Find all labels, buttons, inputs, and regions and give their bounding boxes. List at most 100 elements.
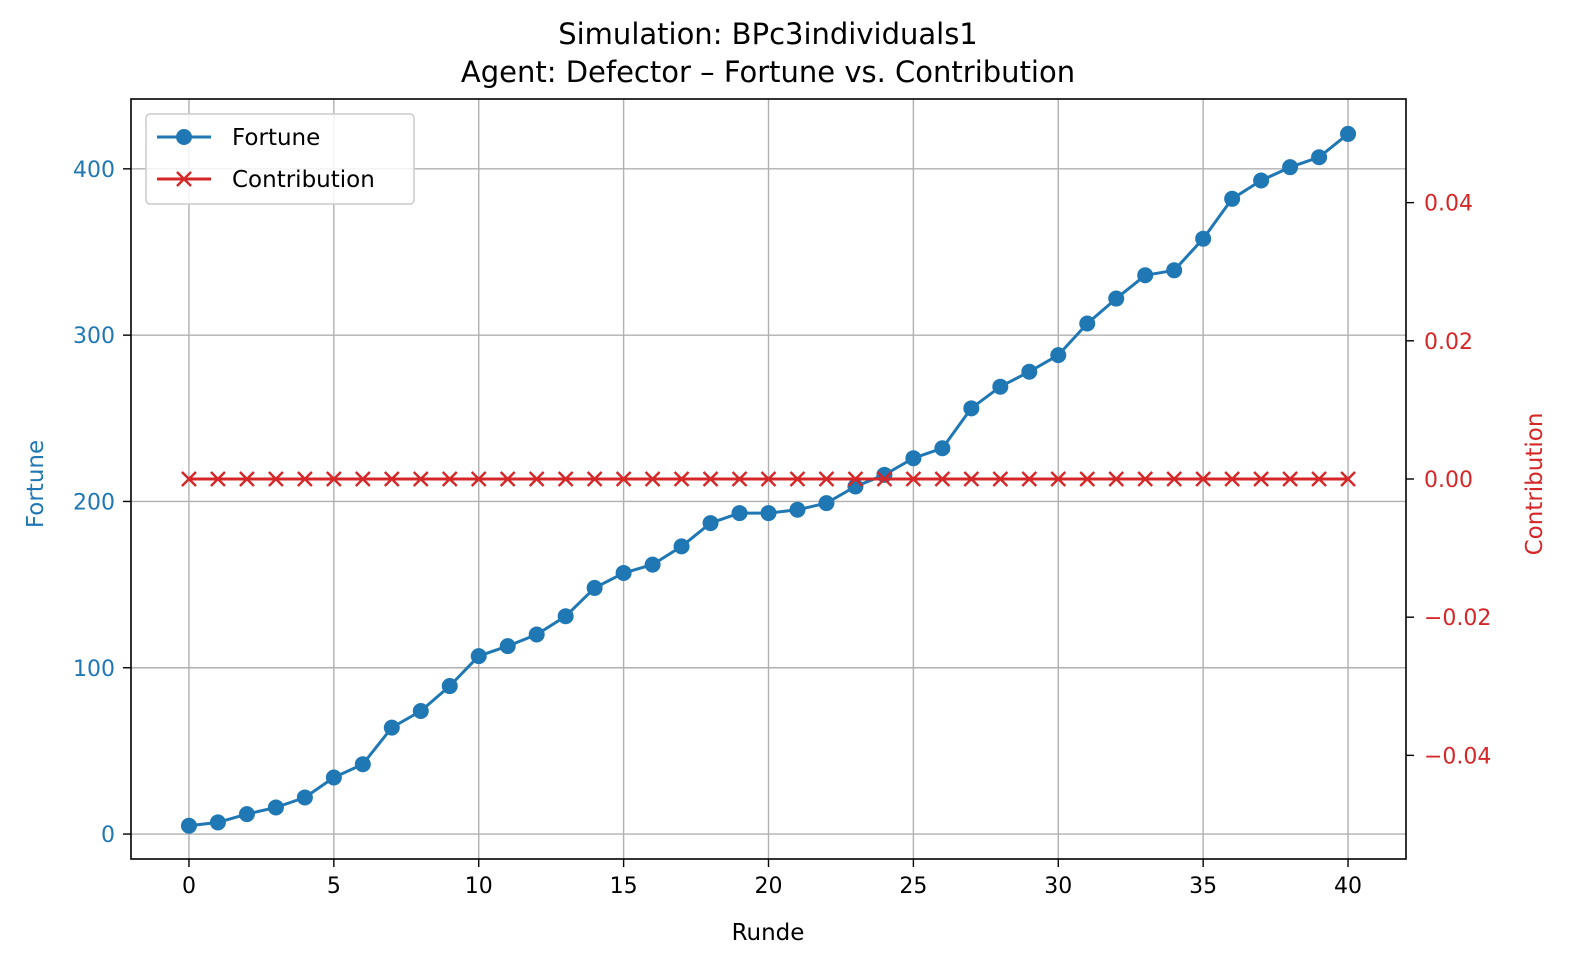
x-tick-label: 30: [1044, 874, 1072, 899]
data-point-contribution: [325, 471, 342, 487]
data-point-fortune: [1224, 190, 1241, 207]
data-point-fortune: [1340, 125, 1357, 142]
data-point-contribution: [1253, 471, 1269, 487]
y-tick-label-right: 0.00: [1424, 468, 1473, 493]
data-point-contribution: [1079, 471, 1096, 487]
data-point-fortune: [1166, 262, 1183, 279]
data-point-contribution: [441, 471, 458, 487]
data-point-fortune: [296, 789, 313, 806]
data-point-fortune: [1282, 159, 1299, 176]
data-point-fortune: [1021, 363, 1038, 380]
x-tick-label: 25: [899, 874, 927, 899]
data-point-fortune: [702, 515, 719, 532]
x-tick-label: 35: [1189, 874, 1217, 899]
data-point-contribution: [268, 471, 284, 487]
x-axis-label: Runde: [732, 920, 805, 946]
plot-frame: [130, 98, 1407, 860]
legend-label-contribution: Contribution: [232, 167, 375, 193]
data-point-fortune: [818, 495, 835, 512]
data-point-contribution: [847, 471, 864, 487]
data-point-contribution: [1340, 471, 1356, 487]
data-point-contribution: [210, 471, 226, 487]
data-point-contribution: [181, 471, 197, 487]
data-point-contribution: [499, 471, 516, 487]
data-point-contribution: [1195, 471, 1212, 487]
data-point-fortune: [992, 378, 1009, 395]
data-point-contribution: [1050, 471, 1067, 487]
data-point-contribution: [239, 471, 255, 487]
data-point-contribution: [1311, 471, 1327, 487]
y-tick-label-right: 0.04: [1424, 192, 1473, 217]
data-point-contribution: [615, 471, 632, 487]
y-tick-label-right: −0.02: [1424, 606, 1491, 631]
data-point-fortune: [354, 756, 371, 773]
data-point-contribution: [876, 471, 893, 487]
data-point-fortune: [1195, 230, 1212, 247]
data-point-contribution: [297, 471, 313, 487]
data-point-fortune: [528, 626, 545, 643]
data-point-contribution: [644, 471, 661, 487]
data-point-fortune: [267, 799, 284, 816]
y-tick-label-left: 400: [73, 158, 115, 183]
data-point-contribution: [1108, 471, 1125, 487]
data-point-contribution: [412, 471, 429, 487]
data-point-contribution: [1282, 471, 1298, 487]
data-point-fortune: [644, 556, 661, 573]
data-point-contribution: [1137, 471, 1154, 487]
data-point-contribution: [702, 471, 719, 487]
data-point-contribution: [354, 471, 371, 487]
y-tick-label-left: 300: [73, 324, 115, 349]
x-tick-label: 5: [327, 874, 341, 899]
data-point-fortune: [441, 678, 458, 695]
chart-title: Simulation: BPc3individuals1: [558, 17, 978, 51]
data-point-fortune: [1079, 315, 1096, 332]
data-point-fortune: [1137, 267, 1154, 284]
data-point-contribution: [992, 471, 1009, 487]
data-point-fortune: [180, 817, 197, 834]
x-tick-label: 20: [755, 874, 783, 899]
y-tick-label-right: −0.04: [1424, 744, 1491, 769]
y-axis-label-left: Fortune: [23, 440, 49, 528]
data-point-fortune: [1253, 172, 1270, 189]
series-layer: [180, 125, 1357, 834]
data-point-fortune: [383, 719, 400, 736]
data-point-contribution: [905, 471, 922, 487]
data-point-contribution: [1021, 471, 1038, 487]
data-point-fortune: [499, 638, 516, 655]
data-point-fortune: [470, 648, 487, 665]
data-point-contribution: [557, 471, 574, 487]
data-point-contribution: [1224, 471, 1240, 487]
data-point-fortune: [731, 505, 748, 522]
data-point-fortune: [557, 608, 574, 625]
data-point-contribution: [760, 471, 777, 487]
data-point-fortune: [209, 814, 226, 831]
chart-subtitle: Agent: Defector – Fortune vs. Contributi…: [461, 55, 1075, 89]
data-point-fortune: [325, 769, 342, 786]
data-point-fortune: [615, 564, 632, 581]
data-point-fortune: [1311, 149, 1328, 166]
data-point-fortune: [905, 450, 922, 467]
data-point-contribution: [528, 471, 545, 487]
x-tick-label: 40: [1334, 874, 1362, 899]
data-point-fortune: [963, 400, 980, 417]
data-point-contribution: [586, 471, 603, 487]
y-tick-label-left: 200: [73, 490, 115, 515]
data-point-fortune: [412, 702, 429, 719]
x-tick-label: 10: [465, 874, 493, 899]
data-point-contribution: [1166, 471, 1183, 487]
y-tick-label-left: 100: [73, 657, 115, 682]
data-point-fortune: [586, 579, 603, 596]
legend-label-fortune: Fortune: [232, 125, 320, 151]
data-point-contribution: [963, 471, 980, 487]
data-point-contribution: [383, 471, 400, 487]
data-point-fortune: [847, 478, 864, 495]
data-point-contribution: [789, 471, 806, 487]
y-tick-label-left: 0: [101, 823, 115, 848]
data-point-fortune: [673, 538, 690, 555]
data-point-contribution: [731, 471, 748, 487]
y-tick-label-right: 0.02: [1424, 330, 1473, 355]
data-point-contribution: [470, 471, 487, 487]
data-point-fortune: [1050, 347, 1067, 364]
data-point-fortune: [1108, 290, 1125, 307]
